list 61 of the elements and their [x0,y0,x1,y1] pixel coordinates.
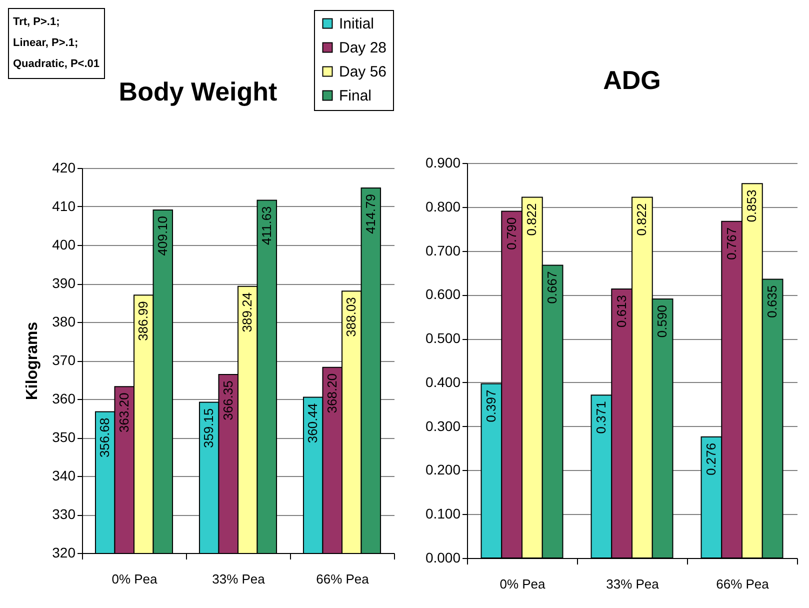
x-tick-label: 66% Pea [716,576,770,592]
data-label: 388.03 [344,297,359,337]
x-tick-label: 33% Pea [212,572,266,586]
y-tick-label: 0.200 [425,462,461,478]
data-label: 0.613 [614,294,629,328]
y-tick-label: 0.100 [425,506,461,522]
chart-title: Body Weight [118,76,278,106]
data-label: 0.276 [703,442,718,476]
data-label: 366.35 [220,380,236,420]
y-tick-label: 340 [52,468,76,484]
y-tick-label: 360 [52,390,76,406]
y-axis-title: Kilograms [24,322,42,400]
x-tick-label: 66% Pea [316,572,370,586]
y-tick-label: 0.400 [425,374,461,390]
data-label: 363.20 [116,392,132,432]
y-tick-label: 320 [52,544,76,560]
y-tick-label: 0.500 [425,330,461,346]
y-tick-label: 420 [52,160,76,176]
y-tick-label: 380 [52,314,76,330]
y-tick-label: 370 [52,352,76,368]
data-label: 0.822 [634,203,650,236]
x-tick-label: 0% Pea [112,572,158,586]
y-tick-label: 0.600 [425,286,461,302]
x-tick-label: 0% Pea [500,576,546,592]
data-label: 356.68 [97,418,112,458]
text: Quadratic, P<.01 [13,57,100,72]
data-label: 411.63 [258,206,274,246]
legend-label: Initial [339,16,374,32]
legend-label: Day 28 [339,40,387,56]
data-label: 389.24 [240,292,255,332]
data-label: 0.853 [744,190,760,222]
y-tick-label: 390 [52,275,76,291]
y-tick-label: 0.300 [425,418,461,434]
text: Trt, P>.1; [13,15,61,30]
chart-title: ADG [603,65,661,95]
text: Linear, P>.1; [13,36,80,51]
data-label: 0.371 [593,401,608,434]
data-label: 409.10 [154,216,170,256]
data-label: 0.822 [524,203,540,236]
y-tick-label: 330 [52,506,76,522]
y-tick-label: 0.900 [425,154,461,170]
legend-label: Final [339,88,372,104]
data-label: 0.590 [654,305,670,338]
y-tick-label: 0.700 [425,242,461,258]
data-label: 0.767 [724,227,739,260]
data-label: 414.79 [362,194,378,234]
data-label: 0.790 [504,217,519,250]
data-label: 359.15 [201,408,216,448]
y-tick-label: 350 [52,429,76,445]
data-label: 360.44 [305,403,320,444]
y-tick-label: 400 [52,236,76,252]
data-label: 0.397 [483,390,498,422]
y-tick-label: 410 [52,198,76,214]
x-tick-label: 33% Pea [606,576,660,592]
data-label: 0.667 [544,271,560,304]
y-tick-label: 0.800 [425,198,461,214]
legend-label: Day 56 [339,64,387,80]
data-label: 386.99 [136,301,151,341]
data-label: 0.635 [764,285,780,318]
data-label: 368.20 [324,373,340,414]
y-tick-label: 0.000 [425,550,461,566]
